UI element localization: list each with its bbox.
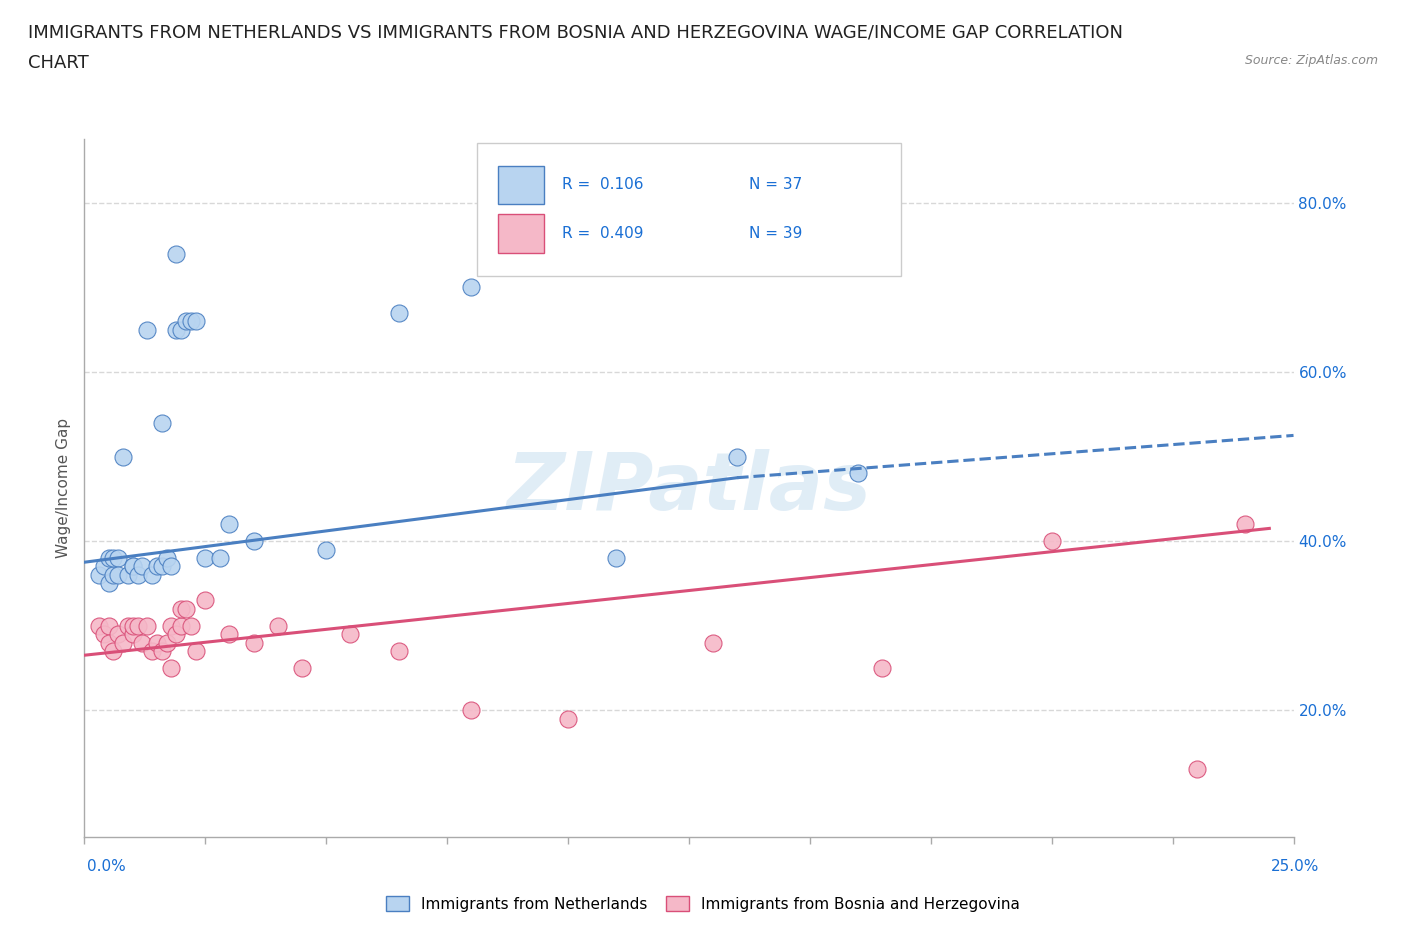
- Point: [174, 602, 197, 617]
- Point: [184, 313, 207, 328]
- Text: 25.0%: 25.0%: [1271, 859, 1319, 874]
- Point: [136, 323, 159, 338]
- Point: [339, 627, 361, 642]
- Point: [846, 466, 869, 481]
- Point: [141, 644, 163, 658]
- Text: N = 39: N = 39: [749, 226, 803, 241]
- FancyBboxPatch shape: [498, 215, 544, 253]
- Point: [146, 559, 169, 574]
- Point: [121, 559, 143, 574]
- Point: [174, 313, 197, 328]
- Point: [121, 627, 143, 642]
- Point: [103, 567, 125, 582]
- Point: [194, 551, 217, 565]
- Point: [103, 551, 125, 565]
- Point: [112, 635, 135, 650]
- Point: [872, 660, 894, 675]
- Point: [165, 627, 187, 642]
- Point: [1040, 534, 1063, 549]
- Point: [117, 618, 139, 633]
- Point: [121, 618, 143, 633]
- Text: R =  0.409: R = 0.409: [562, 226, 644, 241]
- Point: [1185, 762, 1208, 777]
- FancyBboxPatch shape: [498, 166, 544, 204]
- FancyBboxPatch shape: [478, 143, 901, 275]
- Point: [127, 567, 149, 582]
- Point: [121, 559, 143, 574]
- Point: [150, 416, 173, 431]
- Point: [557, 711, 579, 726]
- Point: [725, 449, 748, 464]
- Point: [103, 644, 125, 658]
- Text: N = 37: N = 37: [749, 178, 803, 193]
- Point: [160, 660, 183, 675]
- Point: [93, 627, 115, 642]
- Point: [97, 576, 120, 591]
- Point: [267, 618, 290, 633]
- Point: [218, 517, 240, 532]
- Point: [97, 618, 120, 633]
- Point: [131, 559, 153, 574]
- Text: ZIPatlas: ZIPatlas: [506, 449, 872, 527]
- Point: [87, 618, 110, 633]
- Point: [460, 280, 482, 295]
- Point: [184, 644, 207, 658]
- Point: [180, 618, 202, 633]
- Point: [388, 644, 411, 658]
- Point: [146, 635, 169, 650]
- Point: [107, 551, 129, 565]
- Point: [291, 660, 314, 675]
- Point: [315, 542, 337, 557]
- Point: [218, 627, 240, 642]
- Point: [97, 551, 120, 565]
- Point: [242, 534, 264, 549]
- Point: [112, 449, 135, 464]
- Point: [93, 559, 115, 574]
- Point: [605, 551, 627, 565]
- Point: [155, 635, 177, 650]
- Point: [194, 592, 217, 607]
- Point: [107, 567, 129, 582]
- Point: [150, 559, 173, 574]
- Point: [107, 627, 129, 642]
- Point: [170, 323, 193, 338]
- Point: [87, 567, 110, 582]
- Point: [131, 635, 153, 650]
- Point: [117, 567, 139, 582]
- Point: [170, 618, 193, 633]
- Point: [388, 305, 411, 320]
- Point: [127, 618, 149, 633]
- Point: [242, 635, 264, 650]
- Point: [141, 567, 163, 582]
- Point: [97, 635, 120, 650]
- Point: [165, 323, 187, 338]
- Point: [702, 635, 724, 650]
- Text: 0.0%: 0.0%: [87, 859, 127, 874]
- Legend: Immigrants from Netherlands, Immigrants from Bosnia and Herzegovina: Immigrants from Netherlands, Immigrants …: [380, 890, 1026, 918]
- Point: [170, 602, 193, 617]
- Point: [460, 703, 482, 718]
- Point: [165, 246, 187, 261]
- Text: IMMIGRANTS FROM NETHERLANDS VS IMMIGRANTS FROM BOSNIA AND HERZEGOVINA WAGE/INCOM: IMMIGRANTS FROM NETHERLANDS VS IMMIGRANT…: [28, 23, 1123, 41]
- Point: [180, 313, 202, 328]
- Point: [1234, 517, 1257, 532]
- Text: Source: ZipAtlas.com: Source: ZipAtlas.com: [1244, 54, 1378, 67]
- Point: [155, 551, 177, 565]
- Point: [160, 559, 183, 574]
- Point: [160, 618, 183, 633]
- Point: [136, 618, 159, 633]
- Point: [150, 644, 173, 658]
- Y-axis label: Wage/Income Gap: Wage/Income Gap: [56, 418, 72, 558]
- Text: CHART: CHART: [28, 54, 89, 72]
- Text: R =  0.106: R = 0.106: [562, 178, 644, 193]
- Point: [208, 551, 231, 565]
